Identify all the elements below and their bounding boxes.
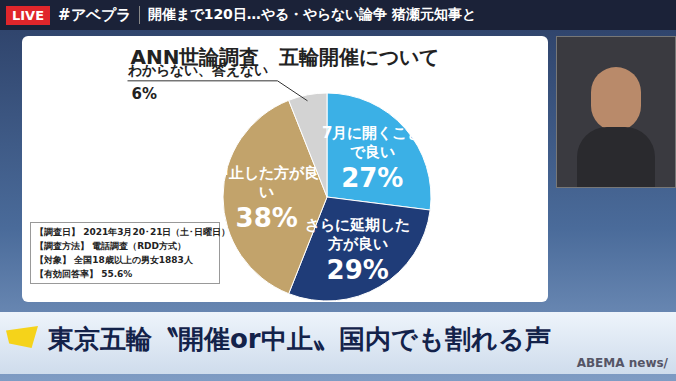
svg-text:7月に開くことで良い27%: 7月に開くことで良い27% bbox=[322, 124, 422, 193]
svg-text:さらに延期した方が良い29%: さらに延期した方が良い29% bbox=[305, 216, 410, 285]
svg-text:6%: 6% bbox=[132, 85, 157, 103]
svg-text:中止した方が良い38%: 中止した方が良い38% bbox=[214, 164, 319, 233]
svg-text:わからない、答えない: わからない、答えない bbox=[127, 62, 268, 78]
